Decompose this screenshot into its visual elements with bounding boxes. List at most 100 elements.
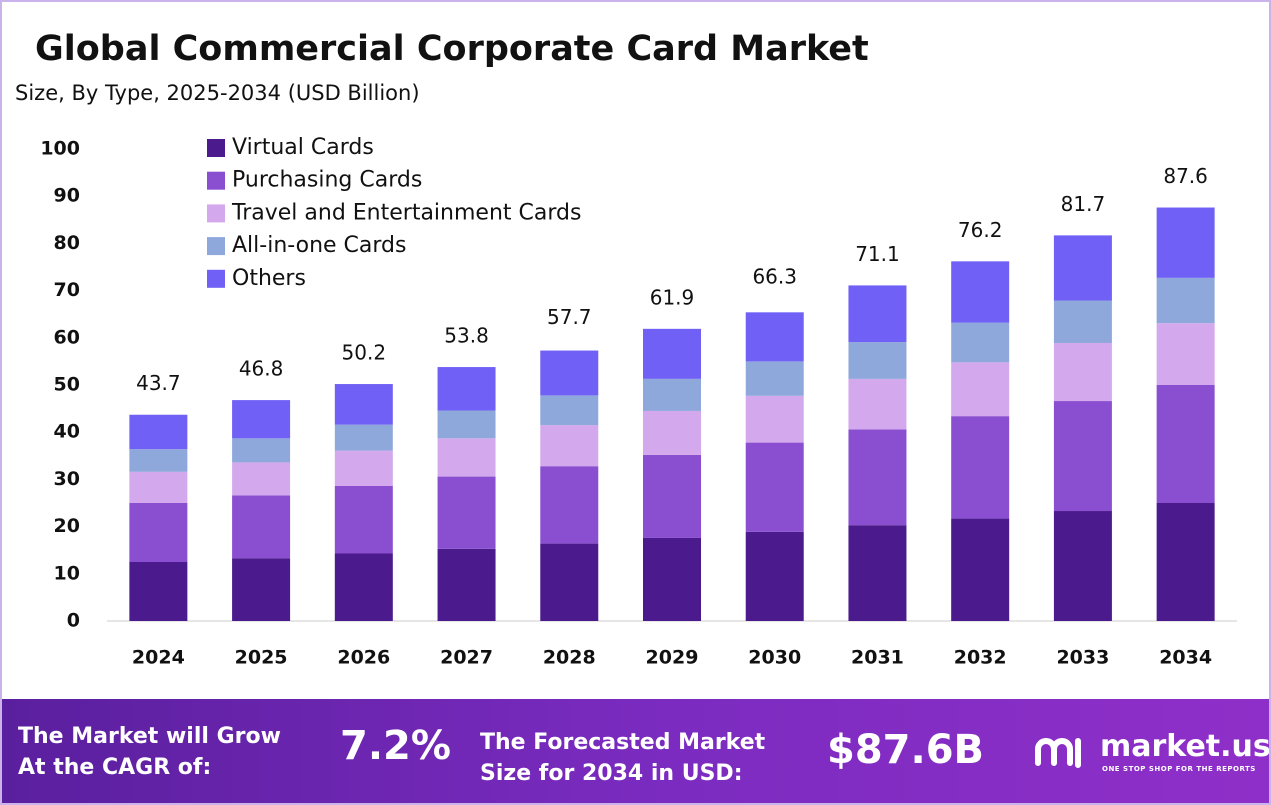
legend-label: Virtual Cards bbox=[232, 135, 374, 160]
y-tick-label: 20 bbox=[54, 515, 80, 537]
forecast-label: The Forecasted Market Size for 2034 in U… bbox=[480, 730, 766, 786]
x-tick-label: 2027 bbox=[440, 647, 493, 669]
bar-segment bbox=[1053, 511, 1112, 621]
bar-segment bbox=[1156, 385, 1215, 503]
bar-segment bbox=[848, 285, 907, 343]
y-tick-label: 80 bbox=[54, 232, 80, 254]
total-label: 46.8 bbox=[239, 357, 284, 381]
bar-segment bbox=[232, 558, 291, 621]
bar-segment bbox=[951, 518, 1010, 621]
bar-segment bbox=[1053, 401, 1112, 512]
bar-segment bbox=[848, 429, 907, 526]
y-tick-label: 50 bbox=[54, 374, 80, 396]
y-tick-label: 90 bbox=[54, 185, 80, 207]
bar-segment bbox=[848, 378, 907, 430]
legend-swatch bbox=[207, 269, 225, 288]
bar-segment bbox=[540, 425, 599, 467]
bar-segment bbox=[540, 350, 599, 396]
total-label: 43.7 bbox=[136, 371, 181, 395]
bar-segment bbox=[334, 424, 393, 451]
footer: The Market will Grow At the CAGR of: 7.2… bbox=[2, 699, 1271, 803]
bar-segment bbox=[745, 361, 804, 396]
bar-segment bbox=[951, 362, 1010, 417]
legend-swatch bbox=[207, 139, 225, 157]
y-tick-label: 0 bbox=[67, 610, 80, 632]
bar-segment bbox=[1053, 235, 1112, 301]
legend-label: All-in-one Cards bbox=[232, 233, 406, 258]
bar-segment bbox=[232, 400, 291, 439]
total-label: 71.1 bbox=[855, 242, 900, 266]
legend-swatch bbox=[207, 171, 225, 190]
cagr-value: 7.2% bbox=[340, 723, 451, 769]
bar-segment bbox=[643, 410, 701, 455]
bar-segment bbox=[951, 261, 1010, 323]
bar-segment bbox=[540, 466, 599, 544]
bar-segment bbox=[643, 537, 701, 621]
bar-segment bbox=[1053, 342, 1112, 402]
bar-segment bbox=[745, 395, 804, 443]
x-tick-label: 2032 bbox=[954, 647, 1007, 669]
bar-segment bbox=[1053, 300, 1112, 343]
legend-swatch bbox=[207, 204, 225, 223]
bar-segment bbox=[437, 367, 496, 411]
bar-segment bbox=[745, 442, 804, 532]
legend-label: Travel and Entertainment Cards bbox=[231, 200, 581, 225]
x-tick-label: 2026 bbox=[337, 647, 390, 669]
total-label: 87.6 bbox=[1163, 164, 1208, 188]
x-tick-label: 2028 bbox=[543, 647, 596, 669]
bar-segment bbox=[643, 328, 701, 379]
total-label: 53.8 bbox=[444, 324, 489, 348]
forecast-value: $87.6B bbox=[827, 727, 985, 773]
chart: Global Commercial Corporate Card Market … bbox=[15, 29, 1237, 669]
bar-segment bbox=[334, 553, 393, 621]
total-label: 76.2 bbox=[958, 218, 1003, 242]
bar-segment bbox=[643, 378, 701, 411]
y-tick-label: 60 bbox=[54, 326, 80, 348]
bar-segment bbox=[129, 471, 188, 503]
bar-segment bbox=[951, 322, 1010, 363]
x-tick-label: 2034 bbox=[1159, 647, 1212, 669]
chart-subtitle: Size, By Type, 2025-2034 (USD Billion) bbox=[15, 81, 420, 105]
y-tick-label: 10 bbox=[54, 562, 80, 584]
total-label: 81.7 bbox=[1061, 192, 1106, 216]
bar-segment bbox=[129, 414, 188, 450]
cagr-label: The Market will Grow At the CAGR of: bbox=[18, 724, 281, 780]
bar-segment bbox=[745, 312, 804, 362]
bar-segment bbox=[334, 384, 393, 425]
x-tick-label: 2030 bbox=[748, 647, 801, 669]
bar-segment bbox=[129, 449, 188, 472]
legend-label: Others bbox=[232, 266, 306, 291]
y-tick-label: 70 bbox=[54, 279, 80, 301]
bar-segment bbox=[232, 495, 291, 559]
x-tick-label: 2031 bbox=[851, 647, 904, 669]
bar-segment bbox=[540, 395, 599, 426]
brand: market.us bbox=[1100, 729, 1271, 764]
bar-segment bbox=[437, 438, 496, 477]
bar-segment bbox=[1156, 323, 1215, 385]
bar-segment bbox=[745, 531, 804, 621]
bar-segment bbox=[1156, 277, 1215, 324]
bar-segment bbox=[334, 486, 393, 554]
legend-label: Purchasing Cards bbox=[232, 168, 422, 193]
x-tick-label: 2024 bbox=[132, 647, 185, 669]
legend-swatch bbox=[207, 237, 225, 256]
total-label: 61.9 bbox=[650, 285, 695, 309]
y-tick-label: 40 bbox=[54, 421, 80, 443]
bar-segment bbox=[437, 476, 496, 549]
bar-segment bbox=[1156, 207, 1215, 278]
bar-segment bbox=[848, 525, 907, 621]
total-label: 57.7 bbox=[547, 305, 592, 329]
y-tick-label: 30 bbox=[54, 468, 80, 490]
chart-title: Global Commercial Corporate Card Market bbox=[35, 29, 869, 69]
total-label: 66.3 bbox=[752, 265, 797, 289]
bar-segment bbox=[540, 543, 599, 621]
bar-segment bbox=[232, 438, 291, 463]
x-tick-label: 2033 bbox=[1056, 647, 1109, 669]
bar-segment bbox=[643, 454, 701, 538]
bar-segment bbox=[334, 450, 393, 487]
bar-segment bbox=[848, 342, 907, 379]
bar-segment bbox=[129, 562, 188, 621]
bar-segment bbox=[1156, 503, 1215, 621]
bar-segment bbox=[437, 410, 496, 439]
